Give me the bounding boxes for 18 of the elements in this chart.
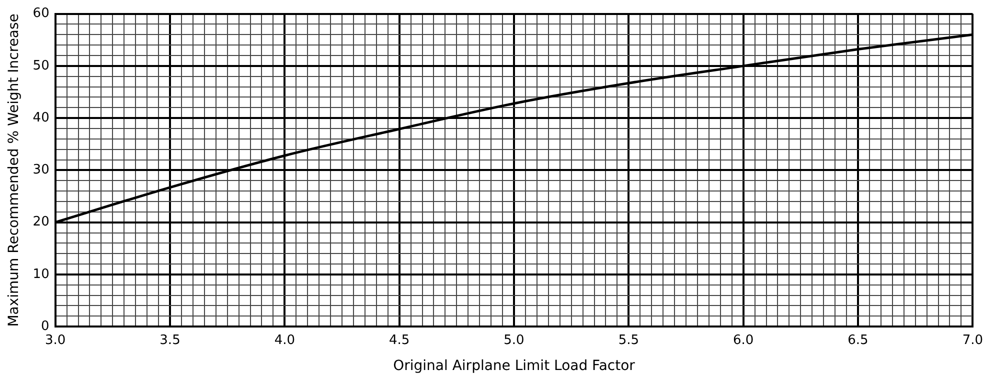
y-tick-label: 30: [32, 162, 50, 178]
y-tick-label: 40: [32, 110, 50, 126]
y-tick-label: 0: [41, 318, 50, 334]
y-tick-label: 50: [32, 58, 50, 74]
x-tick-label: 5.5: [618, 332, 640, 348]
x-tick-label: 7.0: [962, 332, 984, 348]
y-tick-label: 60: [32, 6, 50, 22]
y-tick-label: 10: [32, 266, 50, 282]
x-tick-label: 3.0: [45, 332, 66, 348]
x-tick-label: 3.5: [160, 332, 180, 348]
y-tick-label: 20: [32, 214, 50, 230]
x-tick-label: 5.0: [504, 332, 524, 348]
x-axis-title: Original Airplane Limit Load Factor: [393, 358, 636, 374]
x-tick-label: 4.5: [388, 332, 410, 348]
x-tick-label: 4.0: [274, 332, 296, 348]
y-axis-title: Maximum Recommended % Weight Increase: [6, 14, 22, 327]
x-tick-label: 6.5: [848, 332, 868, 348]
x-tick-label: 6.0: [732, 332, 754, 348]
